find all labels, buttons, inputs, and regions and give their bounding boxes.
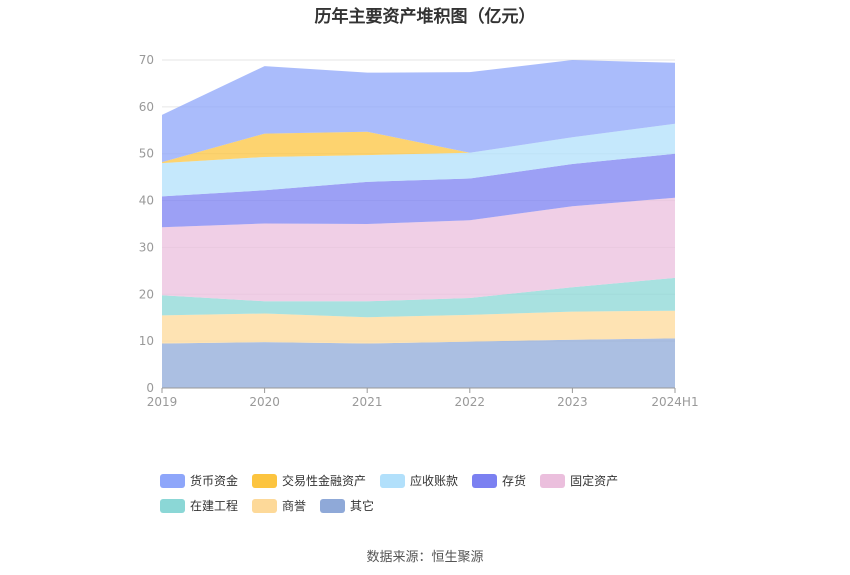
legend-swatch <box>160 498 185 513</box>
y-tick-label: 10 <box>139 334 154 348</box>
axes: 0 10 20 30 40 50 60 70 2019 2020 2021 2022 2023 2024H… <box>139 53 699 409</box>
y-tick-label: 50 <box>139 147 154 161</box>
area-存货 <box>162 153 675 228</box>
chart-title: 历年主要资产堆积图（亿元） <box>314 7 536 27</box>
area-商誉 <box>162 310 675 344</box>
area-货币资金 <box>162 60 675 163</box>
y-tick-label: 70 <box>139 53 154 67</box>
x-tick-label: 2023 <box>557 395 588 409</box>
x-tick-label: 2020 <box>249 395 280 409</box>
y-tick-label: 20 <box>139 287 154 301</box>
legend: 货币资金 交易性金融资产 应收账款 存货 固定资产在建工程 商誉 其它 <box>160 472 720 522</box>
x-tick-label: 2021 <box>352 395 383 409</box>
source-note: 数据来源：恒生聚源 <box>366 550 484 565</box>
legend-swatch <box>380 473 406 488</box>
legend-item[interactable]: 货币资金 <box>160 472 238 489</box>
area-固定资产 <box>162 197 675 302</box>
legend-swatch <box>160 473 185 488</box>
legend-label: 存货 <box>502 474 527 488</box>
legend-item[interactable]: 其它 <box>320 497 374 514</box>
legend-item[interactable]: 在建工程 <box>160 497 238 514</box>
legend-swatch <box>252 498 278 513</box>
legend-label: 商誉 <box>282 499 307 513</box>
legend-item[interactable]: 应收账款 <box>380 472 458 489</box>
y-tick-label: 30 <box>139 240 154 254</box>
legend-item[interactable]: 固定资产 <box>540 472 618 489</box>
legend-swatch <box>252 473 278 488</box>
legend-label: 应收账款 <box>410 474 459 488</box>
legend-label: 货币资金 <box>190 474 239 488</box>
area-在建工程 <box>162 277 675 318</box>
legend-item[interactable]: 交易性金融资产 <box>252 472 366 489</box>
y-tick-label: 60 <box>139 100 154 114</box>
area-其它 <box>162 338 675 388</box>
area-交易性金融资产 <box>162 123 675 164</box>
legend-label: 交易性金融资产 <box>282 474 367 488</box>
legend-swatch <box>472 473 498 488</box>
area-应收账款 <box>162 123 675 197</box>
legend-swatch <box>320 498 346 513</box>
x-tick-label: 2022 <box>455 395 486 409</box>
legend-label: 在建工程 <box>190 499 239 513</box>
legend-item[interactable]: 商誉 <box>252 497 306 514</box>
legend-swatch <box>540 473 566 488</box>
y-tick-label: 0 <box>146 381 154 395</box>
area-series <box>162 60 675 388</box>
x-tick-label: 2019 <box>147 395 178 409</box>
x-tick-label: 2024H1 <box>651 395 698 409</box>
legend-item[interactable]: 存货 <box>472 472 526 489</box>
y-tick-label: 40 <box>139 194 154 208</box>
legend-label: 其它 <box>350 499 375 513</box>
legend-label: 固定资产 <box>570 474 619 488</box>
